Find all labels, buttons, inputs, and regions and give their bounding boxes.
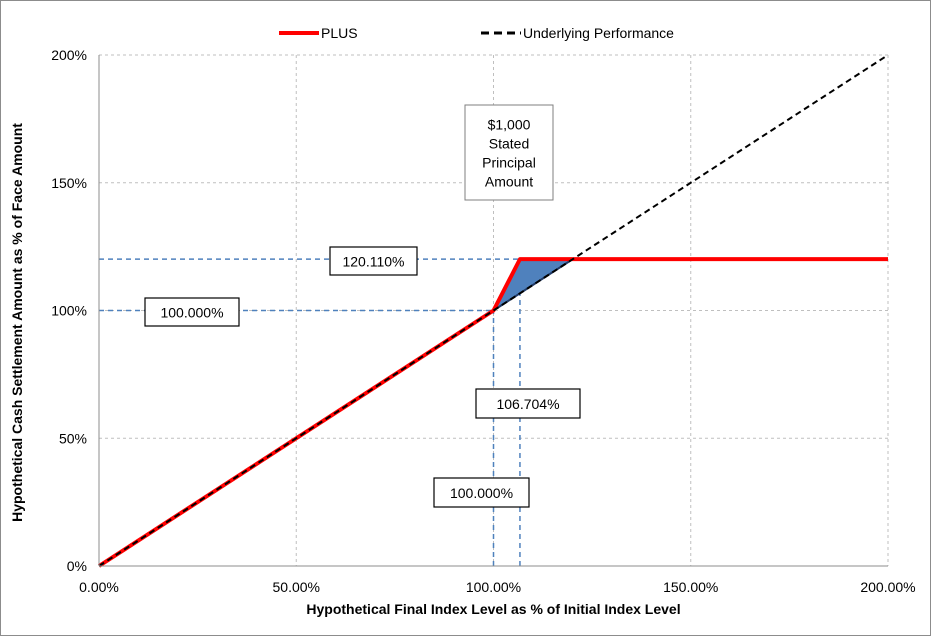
annotation-frame-2	[144, 297, 240, 327]
annotation-text-0-3: Amount	[485, 174, 533, 190]
annotation-text-3-0: 106.704%	[496, 396, 559, 412]
legend-label-0: PLUS	[321, 25, 358, 41]
x-tick-label-1: 50.00%	[273, 579, 320, 595]
annotation-frame-3	[475, 388, 581, 419]
axes	[98, 55, 888, 567]
series-lines	[97, 54, 889, 568]
annotation-text-1-0: 120.110%	[342, 254, 404, 270]
tick-labels: 0.00% 50.00% 100.00% 150.00% 200.00% 0% 50% 100…	[51, 47, 915, 595]
y-tick-label-3: 150%	[51, 175, 87, 191]
y-tick-label-1: 50%	[59, 430, 87, 446]
axis-titles: Hypothetical Final Index Level as % of I…	[9, 123, 681, 617]
annotation-box-0: $1,000 Stated Principal Amount	[464, 104, 554, 201]
y-tick-label-4: 200%	[51, 47, 87, 63]
y-tick-label-0: 0%	[67, 558, 87, 574]
x-tick-label-0: 0.00%	[79, 579, 119, 595]
annotation-box-3: 106.704%	[475, 388, 581, 419]
x-tick-label-3: 150.00%	[663, 579, 718, 595]
legend: PLUS Underlying Performance	[279, 25, 674, 41]
series-line-1	[98, 54, 889, 567]
annotation-frame-1	[329, 246, 418, 276]
annotation-frame-4	[433, 477, 530, 508]
annotation-box-2: 100.000%	[144, 297, 240, 327]
x-tick-label-4: 200.00%	[860, 579, 915, 595]
annotation-text-0-0: $1,000	[488, 117, 531, 133]
x-axis-title: Hypothetical Final Index Level as % of I…	[306, 601, 680, 617]
x-tick-label-2: 100.00%	[466, 579, 521, 595]
annotation-box-4: 100.000%	[433, 477, 530, 508]
annotation-frame-0	[464, 104, 554, 201]
annotation-text-2-0: 100.000%	[160, 305, 223, 321]
annotation-text-0-1: Stated	[489, 136, 529, 152]
annotation-box-1: 120.110%	[329, 246, 418, 276]
annotation-text-4-0: 100.000%	[450, 485, 513, 501]
annotation-text-0-2: Principal	[482, 155, 536, 171]
y-tick-label-2: 100%	[51, 303, 87, 319]
legend-label-1: Underlying Performance	[523, 25, 674, 41]
annotation-callouts: $1,000 Stated Principal Amount 120.110% 100.0…	[144, 104, 581, 508]
y-axis-title: Hypothetical Cash Settlement Amount as %…	[9, 123, 25, 522]
